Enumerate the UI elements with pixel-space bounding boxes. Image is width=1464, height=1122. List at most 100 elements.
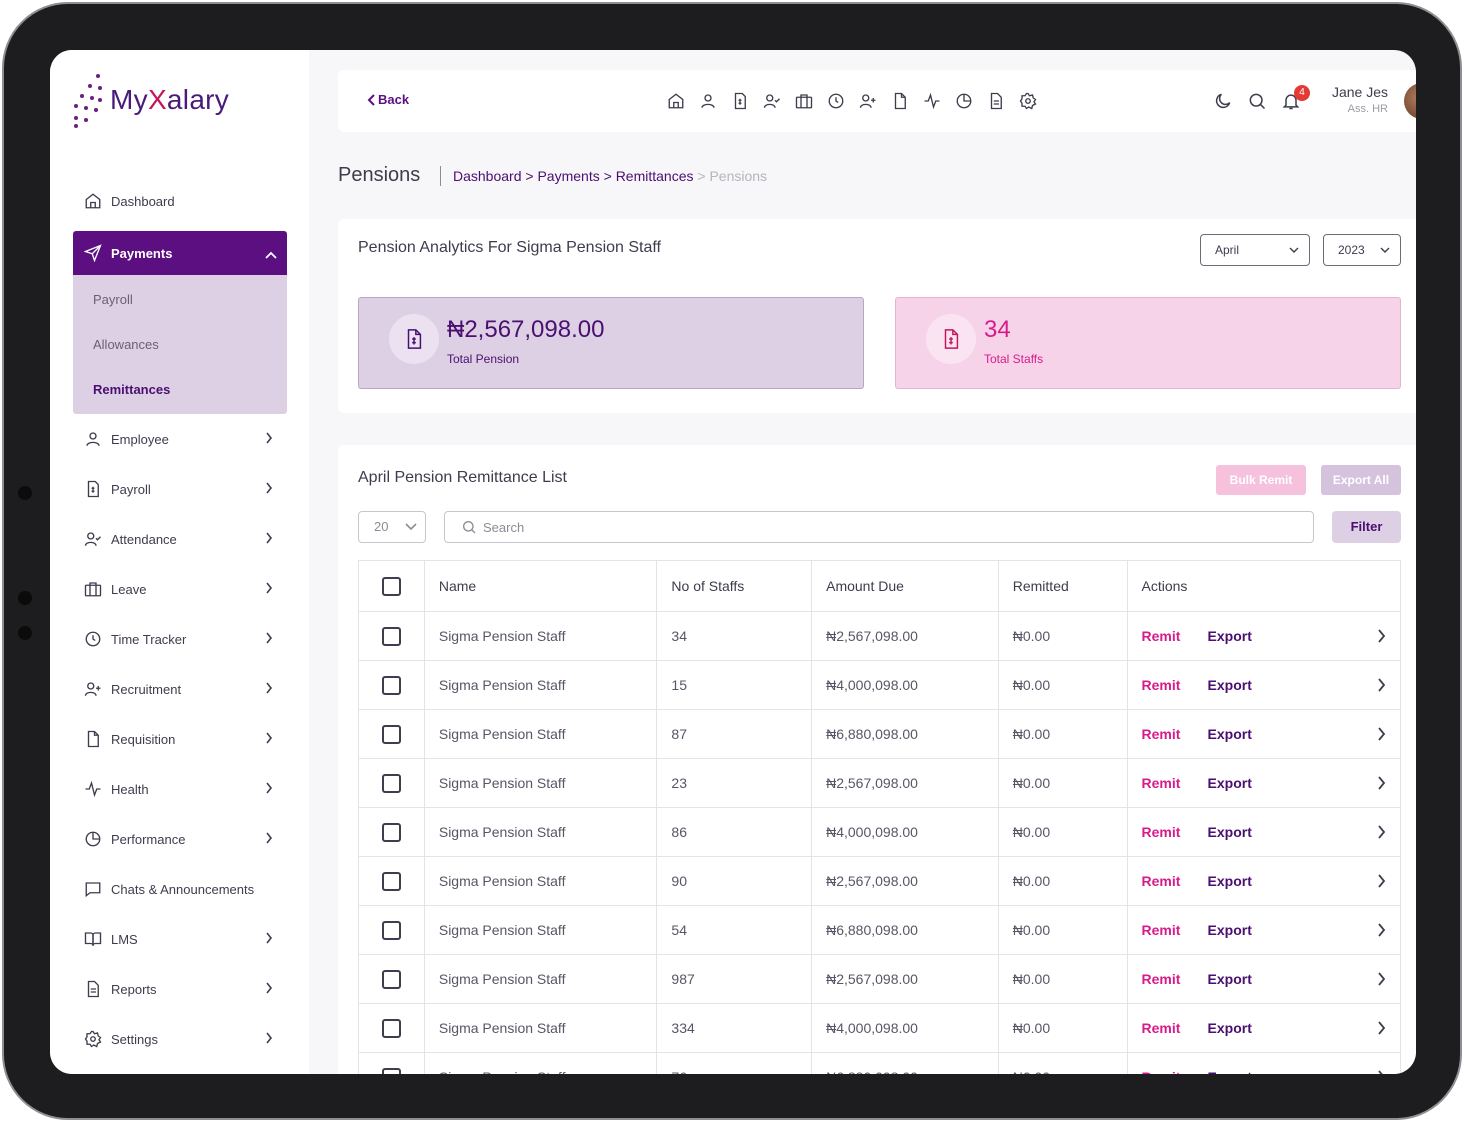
export-all-button[interactable]: Export All <box>1321 465 1401 495</box>
chevron-right-icon[interactable] <box>1377 874 1386 891</box>
activity-icon[interactable] <box>916 89 948 113</box>
select-all-checkbox[interactable] <box>381 576 401 596</box>
moon-icon[interactable] <box>1206 89 1240 113</box>
pie-chart-icon[interactable] <box>948 89 980 113</box>
table-row[interactable]: Sigma Pension Staff 15 ₦4,000,098.00 ₦0.00 R… <box>359 661 1400 710</box>
clock-icon[interactable] <box>820 89 852 113</box>
column-header-remitted: Remitted <box>999 561 1128 611</box>
remit-link[interactable]: Remit <box>1141 775 1181 791</box>
sidebar-item-performance[interactable]: Performance <box>73 814 287 864</box>
table-row[interactable]: Sigma Pension Staff 334 ₦4,000,098.00 ₦0.00… <box>359 1004 1400 1053</box>
sidebar-item-chats-announcements[interactable]: Chats & Announcements <box>73 864 287 914</box>
chevron-right-icon[interactable] <box>1377 1021 1386 1038</box>
row-checkbox[interactable] <box>381 773 401 793</box>
logo[interactable]: MyXalary <box>72 74 229 128</box>
user-plus-icon[interactable] <box>852 89 884 113</box>
table-row[interactable]: Sigma Pension Staff 54 ₦6,880,098.00 ₦0.00 R… <box>359 906 1400 955</box>
remit-link[interactable]: Remit <box>1141 922 1181 938</box>
remit-link[interactable]: Remit <box>1141 824 1181 840</box>
chevron-right-icon[interactable] <box>1377 923 1386 940</box>
remit-link[interactable]: Remit <box>1141 873 1181 889</box>
chat-icon <box>85 882 101 898</box>
table-row[interactable]: Sigma Pension Staff 987 ₦2,567,098.00 ₦0.00… <box>359 955 1400 1004</box>
user-icon[interactable] <box>692 89 724 113</box>
export-link[interactable]: Export <box>1207 971 1252 987</box>
export-link[interactable]: Export <box>1207 726 1252 742</box>
payroll-doc-icon[interactable] <box>724 89 756 113</box>
search-input[interactable] <box>483 519 1283 535</box>
table-row[interactable]: Sigma Pension Staff76₦6,880,098.00₦0.00R… <box>359 1053 1400 1074</box>
chevron-right-icon[interactable] <box>1377 727 1386 744</box>
sidebar-item-health[interactable]: Health <box>73 764 287 814</box>
export-link[interactable]: Export <box>1207 628 1252 644</box>
chevron-right-icon[interactable] <box>1377 629 1386 646</box>
user-info[interactable]: Jane Jes Ass. HR <box>1324 84 1388 115</box>
chevron-right-icon[interactable] <box>1377 678 1386 695</box>
breadcrumb-remittances[interactable]: Remittances <box>615 168 694 184</box>
export-link[interactable]: Export <box>1207 922 1252 938</box>
gear-icon[interactable] <box>1012 89 1044 113</box>
table-row[interactable]: Sigma Pension Staff 90 ₦2,567,098.00 ₦0.00 R… <box>359 857 1400 906</box>
table-row[interactable]: Sigma Pension Staff 87 ₦6,880,098.00 ₦0.00 R… <box>359 710 1400 759</box>
sidebar-item-recruitment[interactable]: Recruitment <box>73 664 287 714</box>
export-link[interactable]: Export <box>1207 824 1252 840</box>
export-link[interactable]: Export <box>1207 677 1252 693</box>
submenu-item-allowances[interactable]: Allowances <box>93 337 159 352</box>
export-link[interactable]: Export <box>1207 1020 1252 1036</box>
remit-link[interactable]: Remit <box>1141 677 1181 693</box>
back-button[interactable]: Back <box>366 92 409 107</box>
bell-icon[interactable]: 4 <box>1274 85 1310 113</box>
submenu-item-remittances[interactable]: Remittances <box>93 382 171 397</box>
sidebar-item-payments[interactable]: Payments <box>73 231 287 275</box>
row-checkbox[interactable] <box>381 626 401 646</box>
sidebar-item-payroll[interactable]: Payroll <box>73 464 287 514</box>
row-checkbox[interactable] <box>381 1018 401 1038</box>
chevron-right-icon[interactable] <box>1377 972 1386 989</box>
row-checkbox[interactable] <box>381 871 401 891</box>
row-checkbox[interactable] <box>381 675 401 695</box>
export-link[interactable]: Export <box>1207 873 1252 889</box>
search-icon[interactable] <box>1240 89 1274 113</box>
remit-link[interactable]: Remit <box>1141 1020 1181 1036</box>
table-row[interactable]: Sigma Pension Staff 86 ₦4,000,098.00 ₦0.00 R… <box>359 808 1400 857</box>
sidebar-item-dashboard[interactable]: Dashboard <box>73 176 287 226</box>
home-icon[interactable] <box>660 89 692 113</box>
breadcrumb-payments[interactable]: Payments <box>537 168 600 184</box>
year-select[interactable]: 2023 <box>1323 234 1401 266</box>
remit-link[interactable]: Remit <box>1141 628 1181 644</box>
avatar[interactable] <box>1404 83 1416 119</box>
remit-link[interactable]: Remit <box>1141 971 1181 987</box>
filter-button[interactable]: Filter <box>1332 511 1401 543</box>
report-icon[interactable] <box>980 89 1012 113</box>
sidebar-item-lms[interactable]: LMS <box>73 914 287 964</box>
remit-link[interactable]: Remit <box>1142 1069 1208 1074</box>
sidebar-item-leave[interactable]: Leave <box>73 564 287 614</box>
sidebar-item-employee[interactable]: Employee <box>73 414 287 464</box>
page-size-select[interactable]: 20 <box>358 511 426 543</box>
bulk-remit-button[interactable]: Bulk Remit <box>1216 465 1306 495</box>
table-row[interactable]: Sigma Pension Staff 34 ₦2,567,098.00 ₦0.00 R… <box>359 612 1400 661</box>
sidebar-item-requisition[interactable]: Requisition <box>73 714 287 764</box>
file-icon[interactable] <box>884 89 916 113</box>
row-checkbox[interactable] <box>381 822 401 842</box>
table-row[interactable]: Sigma Pension Staff 23 ₦2,567,098.00 ₦0.00 R… <box>359 759 1400 808</box>
chevron-right-icon[interactable] <box>1377 1070 1386 1074</box>
row-checkbox[interactable] <box>381 969 401 989</box>
export-link[interactable]: Export <box>1207 775 1252 791</box>
month-select[interactable]: April <box>1200 234 1310 266</box>
sidebar-item-time-tracker[interactable]: Time Tracker <box>73 614 287 664</box>
row-checkbox[interactable] <box>381 724 401 744</box>
row-checkbox[interactable] <box>381 1067 401 1074</box>
row-checkbox[interactable] <box>381 920 401 940</box>
remit-link[interactable]: Remit <box>1141 726 1181 742</box>
briefcase-icon[interactable] <box>788 89 820 113</box>
sidebar-item-settings[interactable]: Settings <box>73 1014 287 1064</box>
export-link[interactable]: Export <box>1208 1069 1252 1074</box>
chevron-right-icon[interactable] <box>1377 825 1386 842</box>
sidebar-item-reports[interactable]: Reports <box>73 964 287 1014</box>
chevron-right-icon[interactable] <box>1377 776 1386 793</box>
sidebar-item-attendance[interactable]: Attendance <box>73 514 287 564</box>
user-check-icon[interactable] <box>756 89 788 113</box>
submenu-item-payroll[interactable]: Payroll <box>93 292 133 307</box>
breadcrumb-dashboard[interactable]: Dashboard <box>453 168 522 184</box>
